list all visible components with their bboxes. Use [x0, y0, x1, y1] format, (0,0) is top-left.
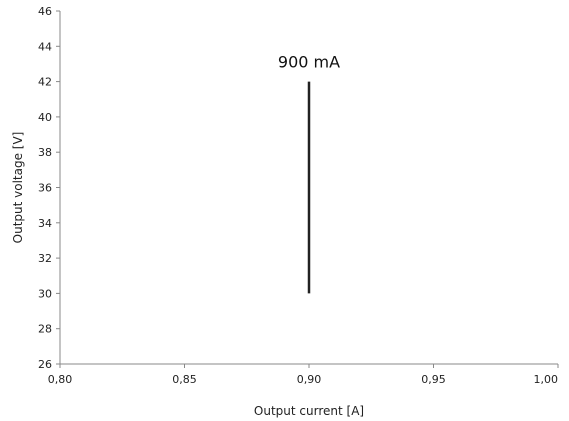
y-tick-label: 42 — [38, 76, 52, 89]
y-tick-label: 36 — [38, 182, 52, 195]
y-tick-label: 34 — [38, 217, 52, 230]
y-tick-label: 30 — [38, 287, 52, 300]
x-tick-label: 1,00 — [534, 373, 559, 386]
x-axis-title: Output current [A] — [254, 404, 364, 418]
y-tick-label: 44 — [38, 40, 52, 53]
x-tick-label: 0,80 — [48, 373, 73, 386]
y-tick-label: 28 — [38, 323, 52, 336]
y-tick-label: 40 — [38, 111, 52, 124]
x-tick-label: 0,90 — [297, 373, 322, 386]
annotation-label: 900 mA — [278, 53, 340, 72]
y-tick-label: 46 — [38, 5, 52, 18]
y-axis-title: Output voltage [V] — [11, 132, 25, 244]
y-ticks: 26 28 30 32 34 36 38 40 42 44 46 — [38, 5, 60, 371]
x-tick-label: 0,85 — [172, 373, 197, 386]
y-tick-label: 32 — [38, 252, 52, 265]
y-tick-label: 38 — [38, 146, 52, 159]
x-tick-label: 0,95 — [421, 373, 446, 386]
y-tick-label: 26 — [38, 358, 52, 371]
x-ticks: 0,80 0,85 0,90 0,95 1,00 — [48, 364, 559, 386]
annotations: 900 mA — [278, 53, 340, 72]
